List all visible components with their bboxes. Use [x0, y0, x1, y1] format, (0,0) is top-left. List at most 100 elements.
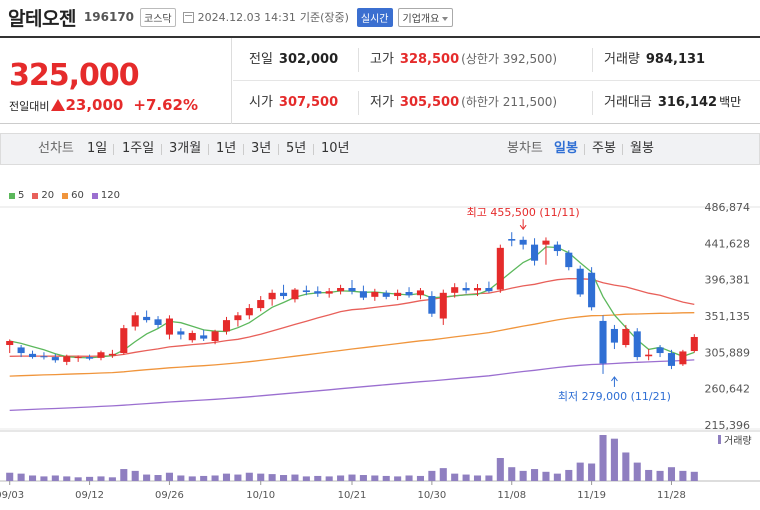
quote-row-1: 전일 302,000 고가 328,500 (상한가 392,500) 거래량 984,…	[233, 38, 760, 81]
volume-bar	[325, 476, 333, 481]
volume-bar	[200, 475, 208, 481]
x-tick-label: 09/12	[75, 490, 104, 501]
volume-bar	[405, 475, 413, 481]
candle-body	[542, 240, 550, 245]
up-triangle-icon	[51, 99, 66, 111]
volume-label: 거래량	[604, 52, 640, 67]
period-5y[interactable]: 5년	[286, 141, 307, 156]
volume-bar	[143, 474, 151, 481]
candle-body	[656, 347, 664, 354]
x-tick-label: 09/26	[155, 490, 184, 501]
volume-bar	[576, 462, 584, 481]
volume-bar	[496, 458, 504, 481]
volume-bar	[17, 473, 25, 481]
volume-bar	[63, 476, 71, 481]
volume-label: 거래량	[724, 435, 752, 447]
volume-bar	[6, 472, 14, 481]
candle-body	[314, 291, 322, 294]
candle-daily[interactable]: 일봉	[554, 141, 578, 156]
legend-swatch	[9, 192, 15, 199]
divider	[592, 48, 593, 72]
period-10y[interactable]: 10년	[321, 141, 350, 156]
y-tick-label: 351,135	[705, 310, 751, 323]
divider	[584, 144, 585, 155]
line-chart-label: 선차트	[38, 141, 74, 156]
period-3y[interactable]: 3년	[251, 141, 272, 156]
candle-body	[245, 308, 253, 316]
volume-bar	[245, 472, 253, 481]
candle-body	[302, 290, 310, 293]
candle-body	[394, 292, 402, 297]
volume-bar	[394, 476, 402, 481]
divider	[358, 91, 359, 115]
y-tick-label: 486,874	[705, 201, 751, 214]
volume-bar	[314, 475, 322, 481]
open-value: 307,500	[278, 95, 339, 110]
price-change: 전일대비 23,000 +7.62%	[9, 96, 198, 114]
divider	[113, 144, 114, 155]
prev-close-cell: 전일 302,000	[249, 38, 338, 81]
divider	[622, 144, 623, 155]
candle-body	[382, 292, 390, 297]
candle-body	[371, 292, 379, 297]
candle-body	[462, 288, 470, 291]
candle-body	[268, 292, 276, 300]
candle-body	[177, 331, 185, 335]
realtime-button[interactable]: 실시간	[356, 7, 393, 27]
volume-bar	[222, 473, 231, 481]
candle-body	[451, 287, 459, 293]
open-cell: 시가 307,500	[249, 81, 338, 124]
candle-monthly[interactable]: 월봉	[630, 141, 654, 156]
prev-close-label: 전일	[249, 52, 273, 67]
volume-bar	[211, 475, 219, 481]
candle-body	[519, 239, 527, 245]
volume-bar	[120, 469, 128, 481]
candle-body	[154, 319, 162, 325]
high-arrow-head	[519, 224, 527, 231]
candle-body	[473, 288, 482, 291]
x-tick-label: 11/19	[577, 490, 606, 501]
divider	[243, 144, 244, 155]
candlestick-chart[interactable]: 486,874 441,628 396,381 351,135 305,889 260,6…	[0, 185, 760, 510]
high-cell: 고가 328,500 (상한가 392,500)	[370, 38, 557, 81]
volume-bar	[51, 475, 59, 481]
market-badge: 코스닥	[140, 7, 176, 27]
company-info-dropdown[interactable]: 기업개요	[397, 7, 454, 27]
volume-bar	[382, 475, 390, 481]
candle-body	[97, 352, 105, 358]
volume-bar	[622, 452, 630, 481]
volume-bar	[188, 476, 196, 481]
candle-body	[496, 247, 504, 290]
low-cell: 저가 305,500 (하한가 211,500)	[370, 81, 557, 124]
amount-value: 316,142	[657, 95, 718, 110]
volume-value: 984,131	[645, 52, 706, 67]
company-info-label: 기업개요	[402, 13, 440, 25]
volume-bar	[508, 467, 516, 481]
amount-unit: 백만	[719, 95, 742, 109]
x-tick-label: 11/28	[657, 490, 686, 501]
period-1y[interactable]: 1년	[216, 141, 237, 156]
low-value: 305,500	[399, 95, 460, 110]
volume-cell: 거래량 984,131	[604, 38, 705, 81]
volume-bar	[131, 470, 139, 481]
ma60-line	[9, 312, 695, 377]
volume-bar	[165, 472, 173, 481]
high-annotation: 최고 455,500 (11/11)	[467, 206, 580, 219]
volume-bar	[439, 468, 447, 481]
candle-weekly[interactable]: 주봉	[592, 141, 616, 156]
change-label: 전일대비	[9, 100, 50, 113]
legend-ma5: 5	[9, 190, 24, 201]
high-value: 328,500	[399, 52, 460, 67]
candle-body	[257, 300, 265, 309]
volume-bar	[462, 474, 470, 481]
x-tick-label: 11/08	[497, 490, 526, 501]
candle-body	[86, 357, 94, 359]
period-1w[interactable]: 1주일	[122, 141, 155, 156]
volume-bar	[177, 475, 185, 481]
volume-bar	[108, 477, 116, 481]
period-1d[interactable]: 1일	[87, 141, 108, 156]
divider	[592, 91, 593, 115]
period-3m[interactable]: 3개월	[169, 141, 202, 156]
chart-toolbar: 선차트 1일 1주일 3개월 1년 3년 5년 10년 봉차트 일봉 주봉 월봉	[0, 133, 760, 165]
volume-bar	[679, 470, 687, 481]
